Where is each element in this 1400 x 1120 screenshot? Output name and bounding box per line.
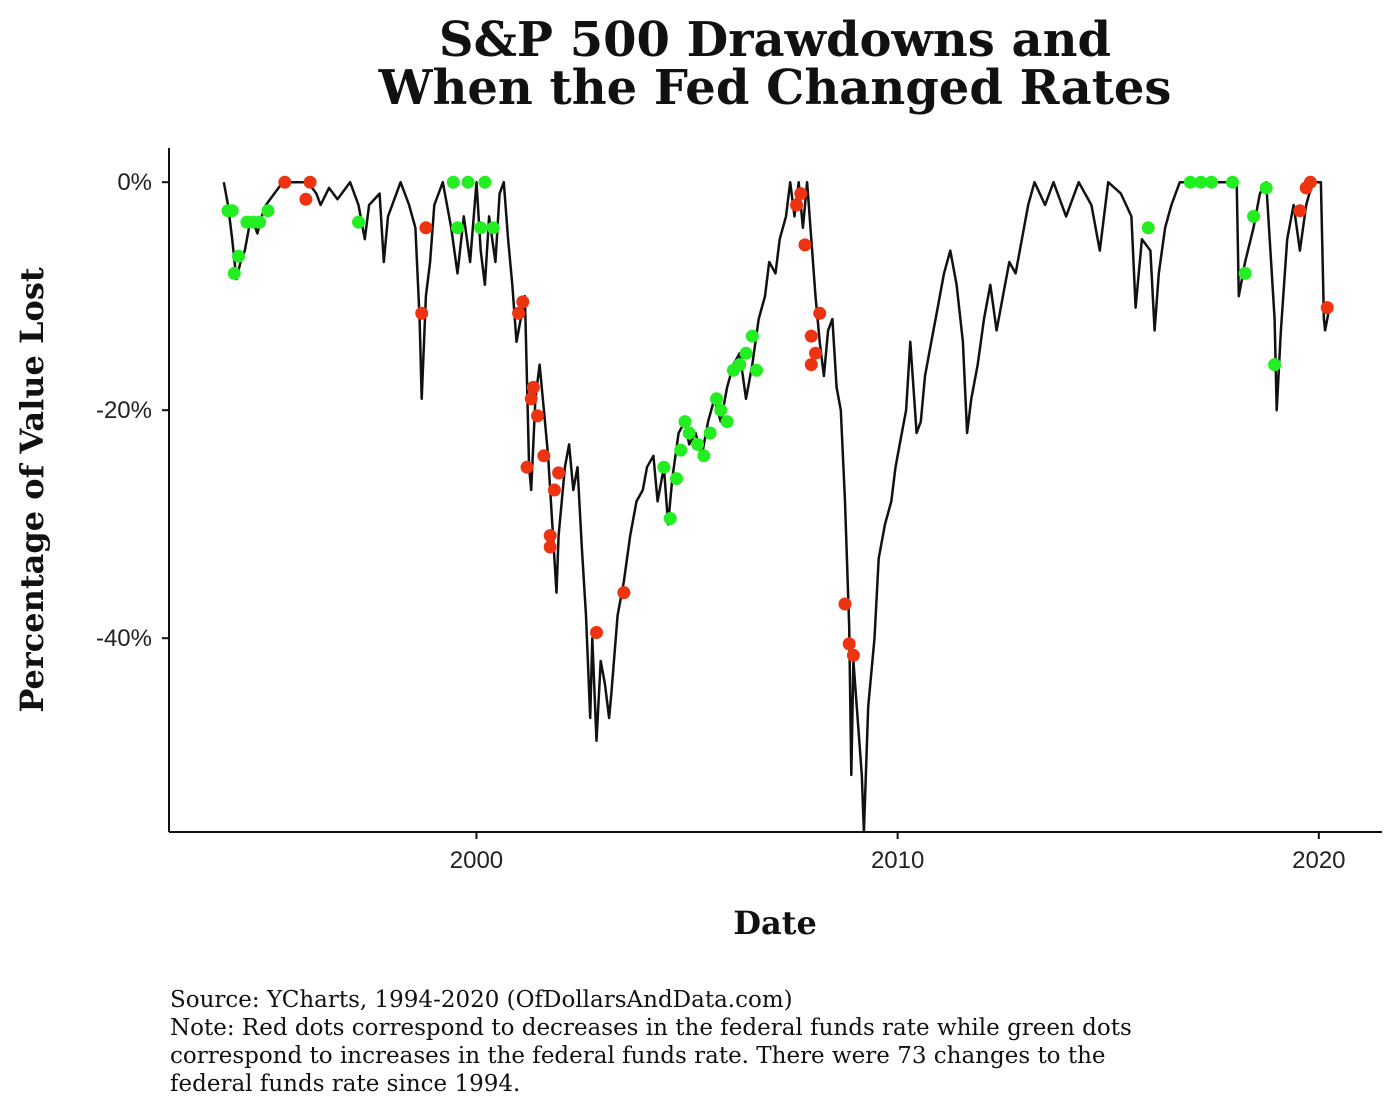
rate-increase-dot	[225, 204, 239, 218]
x-tick-label: 2020	[1292, 847, 1345, 874]
rate-increase-dot	[446, 175, 460, 189]
rate-decrease-dot	[1320, 301, 1334, 315]
rate-increase-dot	[720, 415, 734, 429]
rate-increase-dot	[261, 204, 275, 218]
source-note: Source: YCharts, 1994-2020 (OfDollarsAnd…	[170, 987, 793, 1013]
rate-decrease-dot	[813, 306, 827, 320]
y-tick-label: -40%	[96, 625, 152, 652]
y-tick-label: -20%	[96, 397, 152, 424]
rate-decrease-dot	[842, 637, 856, 651]
rate-increase-dot	[1238, 266, 1252, 280]
rate-decrease-dot	[804, 329, 818, 343]
rate-decrease-dot	[516, 295, 530, 309]
rate-increase-dot	[745, 329, 759, 343]
rate-decrease-dot	[524, 392, 538, 406]
chart-title-line-1: S&P 500 Drawdowns and	[439, 12, 1111, 68]
rate-increase-dot	[474, 221, 488, 235]
x-tick-label: 2000	[450, 847, 503, 874]
rate-increase-dot	[231, 249, 245, 263]
rate-decrease-dot	[303, 175, 317, 189]
rate-increase-dot	[703, 426, 717, 440]
rate-increase-dot	[670, 472, 684, 486]
note-line-1: Note: Red dots correspond to decreases i…	[170, 1015, 1132, 1041]
rate-increase-dot	[1204, 175, 1218, 189]
rate-decrease-dot	[794, 187, 808, 201]
rate-decrease-dot	[419, 221, 433, 235]
rate-decrease-dot	[846, 648, 860, 662]
rate-decrease-dot	[804, 358, 818, 372]
x-tick-label: 2010	[871, 847, 924, 874]
rate-increase-dot	[1183, 175, 1197, 189]
rate-decrease-dot	[526, 380, 540, 394]
chart-notes: Source: YCharts, 1994-2020 (OfDollarsAnd…	[170, 986, 1380, 1098]
rate-decrease-dot	[617, 586, 631, 600]
plot-area	[221, 175, 1334, 834]
rate-increase-dot	[478, 175, 492, 189]
rate-decrease-dot	[589, 626, 603, 639]
y-axis-ticks: 0% -20% -40%	[96, 169, 169, 652]
x-axis-title: Date	[733, 904, 817, 942]
rate-decrease-dot	[299, 192, 313, 206]
rate-decrease-dot	[543, 540, 557, 554]
rate-increase-dot	[691, 437, 705, 451]
rate-increase-dot	[352, 215, 366, 229]
rate-decrease-dot	[520, 460, 534, 474]
rate-increase-dot	[227, 266, 241, 280]
x-axis-ticks: 2000 2010 2020	[450, 832, 1346, 874]
rate-decrease-dot	[809, 346, 823, 360]
rate-increase-dot	[674, 443, 688, 457]
rate-increase-dot	[461, 175, 475, 189]
rate-decrease-dot	[1303, 175, 1317, 189]
rate-decrease-dot	[531, 409, 545, 423]
rate-increase-dot	[657, 460, 671, 474]
rate-decrease-dot	[415, 306, 429, 320]
note-line-3: federal funds rate since 1994.	[170, 1071, 521, 1097]
rate-increase-dot	[663, 512, 677, 525]
rate-decrease-dot	[790, 198, 804, 212]
rate-increase-dot	[451, 221, 465, 235]
rate-decrease-dot	[552, 466, 566, 480]
rate-increase-dot	[1259, 181, 1273, 195]
rate-increase-dot	[682, 426, 696, 440]
rate-increase-dot	[486, 221, 500, 235]
rate-increase-dot	[1247, 209, 1261, 223]
rate-increase-dot	[733, 358, 747, 372]
y-axis-title: Percentage of Value Lost	[13, 267, 51, 713]
rate-decrease-dot	[798, 238, 812, 252]
rate-decrease-dot	[838, 597, 852, 611]
rate-increase-dot	[1141, 221, 1155, 235]
rate-increase-dot	[697, 449, 711, 463]
rate-decrease-dot	[512, 306, 526, 320]
y-tick-label: 0%	[117, 169, 152, 196]
rate-increase-dot	[714, 403, 728, 417]
rate-increase-dot	[750, 363, 764, 377]
drawdown-line	[222, 180, 1331, 834]
rate-increase-dot	[1268, 358, 1282, 372]
rate-increase-dot	[253, 215, 267, 229]
rate-decrease-dot	[537, 449, 551, 463]
chart-title-line-2: When the Fed Changed Rates	[378, 60, 1172, 116]
rate-decrease-dot	[278, 175, 292, 189]
rate-increase-dot	[1225, 175, 1239, 189]
note-line-2: correspond to increases in the federal f…	[170, 1043, 1106, 1069]
rate-decrease-dot	[543, 529, 557, 543]
rate-increase-dot	[678, 415, 692, 429]
rate-increase-dot	[710, 392, 724, 406]
rate-increase-dot	[1194, 175, 1208, 189]
rate-increase-dot	[739, 346, 753, 360]
rate-decrease-dot	[547, 483, 561, 497]
rate-decrease-dot	[1293, 204, 1307, 218]
